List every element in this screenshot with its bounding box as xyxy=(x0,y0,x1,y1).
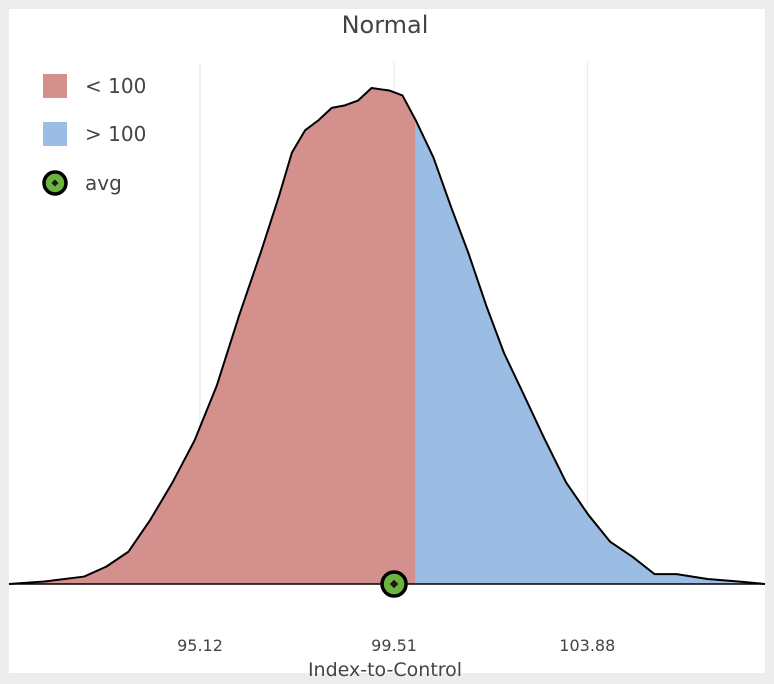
density-areas xyxy=(8,87,766,585)
density-outline xyxy=(8,87,766,585)
legend-swatch-1[interactable] xyxy=(43,122,67,146)
legend[interactable]: < 100 > 100 avg xyxy=(42,74,146,196)
legend-label-1[interactable]: > 100 xyxy=(85,122,146,146)
avg-marker-center xyxy=(389,579,399,589)
legend-swatch-avg-center xyxy=(51,179,59,187)
area-below-100[interactable] xyxy=(9,88,416,584)
legend-label-avg[interactable]: avg xyxy=(85,171,122,195)
avg-marker-layer xyxy=(380,570,408,598)
area-above-100[interactable] xyxy=(415,120,765,585)
x-tick-label-2: 103.88 xyxy=(559,636,615,655)
legend-swatch-0[interactable] xyxy=(43,74,67,98)
chart-title: Normal xyxy=(342,11,429,39)
x-axis-title: Index-to-Control xyxy=(308,659,462,681)
legend-label-0[interactable]: < 100 xyxy=(85,74,146,98)
x-tick-label-0: 95.12 xyxy=(177,636,223,655)
x-tick-label-1: 99.51 xyxy=(371,636,417,655)
